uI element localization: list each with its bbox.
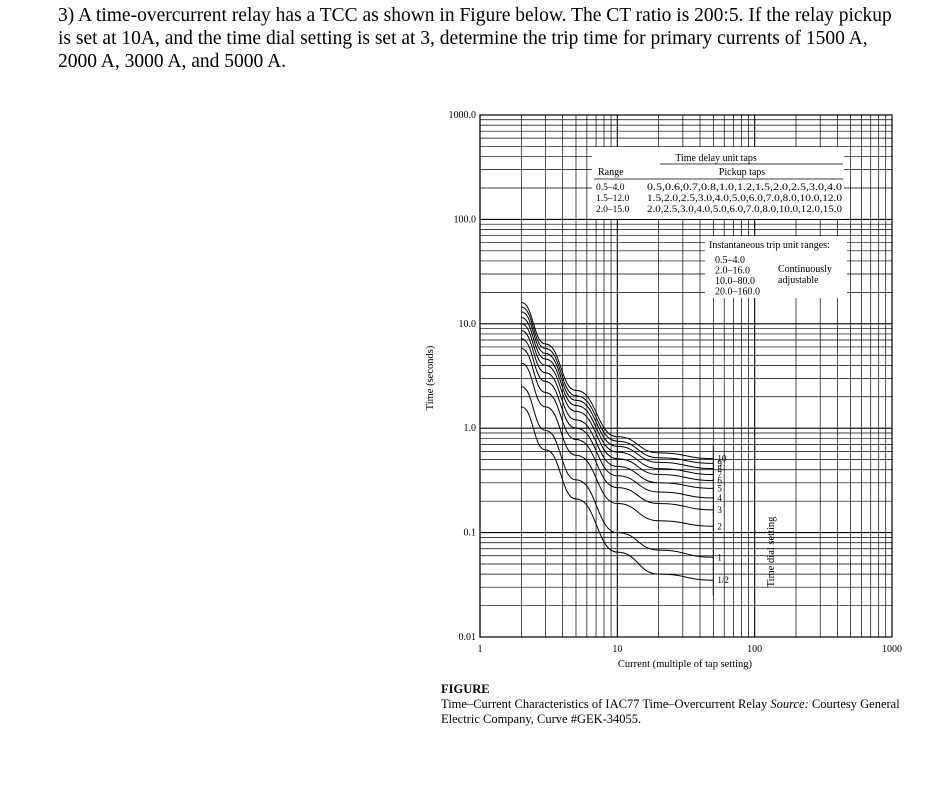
y-axis-label: Time (seconds) — [425, 345, 436, 410]
x-tick-label: 1 — [478, 644, 483, 655]
curve-label-2: 2 — [717, 521, 722, 531]
y-tick-label: 1000.0 — [449, 110, 477, 121]
time-dial-label: Time dial setting — [766, 516, 777, 588]
instantaneous-range: 0.5–4.0 — [715, 255, 745, 266]
tap-table-range: 1.5–12.0 — [596, 194, 630, 204]
curve-4 — [521, 338, 714, 499]
tap-table: Time delay unit taps Range Pickup taps 0.5–… — [592, 147, 844, 219]
curve-9 — [521, 306, 714, 464]
y-tick-label: 10.0 — [459, 319, 477, 330]
instantaneous-box: Instantaneous trip unit ranges: 0.5–4.02.… — [705, 236, 847, 298]
y-tick-label: 0.01 — [459, 632, 477, 643]
y-tick-label: 0.1 — [464, 528, 477, 539]
curve-5 — [521, 330, 714, 489]
tap-table-range: 2.0–15.0 — [596, 205, 630, 215]
curve-label-1: 1 — [717, 552, 722, 562]
question-text: 3) A time-overcurrent relay has a TCC as… — [58, 5, 892, 72]
curve-6 — [521, 323, 714, 482]
curve-3 — [521, 348, 714, 511]
instantaneous-title: Instantaneous trip unit ranges: — [709, 240, 830, 251]
curve-label-9: 9 — [717, 458, 722, 468]
x-tick-label: 10 — [612, 644, 622, 655]
instantaneous-range: 10.0–80.0 — [715, 276, 755, 287]
x-axis-label: Current (multiple of tap setting) — [618, 659, 753, 670]
tap-table-taps: 0.5,0.6,0.7,0.8,1.0,1.2,1.5,2.0,2.5,3.0,… — [647, 183, 842, 193]
tap-table-title: Time delay unit taps — [675, 153, 757, 164]
tap-table-background — [592, 147, 844, 219]
figure-caption: FIGURE Time–Current Characteristics of I… — [441, 682, 941, 727]
curve-1/2 — [521, 406, 714, 581]
tap-table-taps: 1.5,2.0,2.5,3.0,4.0,5.0,6.0,7.0,8.0,10.0… — [647, 194, 842, 204]
curve-2 — [521, 362, 714, 527]
curve-7 — [521, 317, 714, 475]
tick-labels: 1 10 100 1000 1000.0 100.0 10.0 1.0 0.1 0.01 — [449, 110, 903, 655]
instantaneous-range: 2.0–16.0 — [715, 266, 750, 277]
curve-label-7: 7 — [717, 470, 722, 480]
x-tick-label: 100 — [747, 644, 762, 655]
tap-table-taps: 2.0,2.5,3.0,4.0,5.0,6.0,7.0,8.0,10.0,12.… — [647, 205, 842, 215]
x-tick-label: 1000 — [882, 644, 902, 655]
instantaneous-background — [705, 236, 847, 298]
caption-label: FIGURE — [441, 682, 490, 696]
curve-label-8: 8 — [717, 464, 722, 474]
y-tick-label: 1.0 — [464, 423, 477, 434]
curve-label-6: 6 — [717, 476, 722, 486]
curve-label-4: 4 — [717, 493, 722, 503]
curve-8 — [521, 311, 714, 470]
curve-label-1/2: 1/2 — [717, 575, 729, 585]
curve-label-5: 5 — [717, 483, 722, 493]
y-tick-label: 100.0 — [454, 214, 477, 225]
curve-label-3: 3 — [717, 505, 722, 515]
curve-label-10: 10 — [717, 454, 727, 464]
tap-table-range-header: Range — [598, 167, 624, 178]
curve-1 — [521, 386, 714, 558]
caption-text: Time–Current Characteristics of IAC77 Ti… — [441, 697, 900, 726]
tap-table-pickup-header: Pickup taps — [719, 167, 765, 178]
instantaneous-note: Continuously adjustable — [778, 264, 832, 286]
curve-10 — [521, 302, 714, 460]
instantaneous-range: 20.0–160.0 — [715, 287, 760, 298]
tap-table-range: 0.5–4.0 — [596, 183, 625, 193]
